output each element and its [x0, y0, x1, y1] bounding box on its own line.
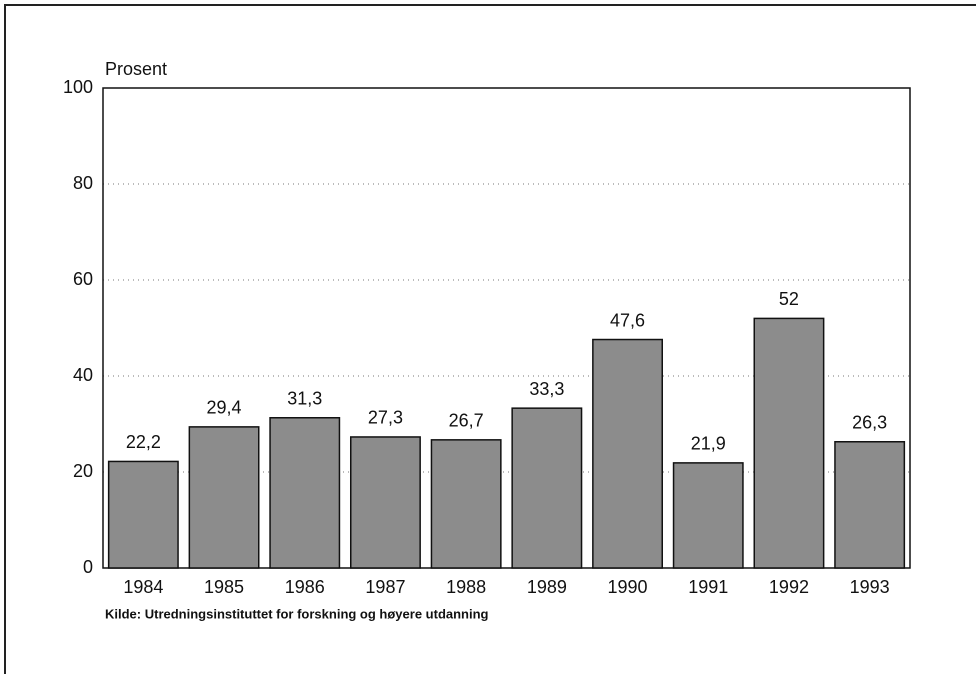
value-label: 33,3 [529, 379, 564, 399]
value-label: 31,3 [287, 389, 322, 409]
y-axis-label: Prosent [105, 59, 167, 79]
x-tick-label: 1988 [446, 577, 486, 597]
bar [269, 417, 341, 569]
x-tick-label: 1986 [285, 577, 325, 597]
value-label: 22,2 [126, 432, 161, 452]
value-label: 26,7 [449, 411, 484, 431]
bar [430, 439, 502, 569]
x-tick-label: 1992 [769, 577, 809, 597]
bar [349, 436, 421, 569]
frame [4, 4, 976, 674]
value-label: 27,3 [368, 408, 403, 428]
bar [107, 460, 179, 569]
value-label: 26,3 [852, 413, 887, 433]
x-tick-label: 1993 [850, 577, 890, 597]
y-tick-label: 60 [73, 269, 93, 289]
y-tick-label: 80 [73, 173, 93, 193]
plot-frame [102, 87, 911, 569]
y-tick-label: 0 [83, 557, 93, 577]
bar [511, 407, 583, 569]
y-tick-label: 20 [73, 461, 93, 481]
bar [592, 338, 664, 569]
bar [753, 317, 825, 569]
x-tick-label: 1989 [527, 577, 567, 597]
value-label: 52 [779, 289, 799, 309]
bar [834, 441, 906, 569]
bar [188, 426, 260, 569]
x-tick-label: 1990 [608, 577, 648, 597]
x-tick-label: 1984 [123, 577, 163, 597]
x-tick-label: 1987 [365, 577, 405, 597]
value-label: 29,4 [207, 398, 242, 418]
source-note: Kilde: Utredningsinstituttet for forskni… [105, 606, 489, 621]
y-tick-label: 100 [63, 77, 93, 97]
x-tick-label: 1991 [688, 577, 728, 597]
bar [672, 462, 744, 569]
value-label: 47,6 [610, 310, 645, 330]
y-tick-label: 40 [73, 365, 93, 385]
x-tick-label: 1985 [204, 577, 244, 597]
value-label: 21,9 [691, 434, 726, 454]
